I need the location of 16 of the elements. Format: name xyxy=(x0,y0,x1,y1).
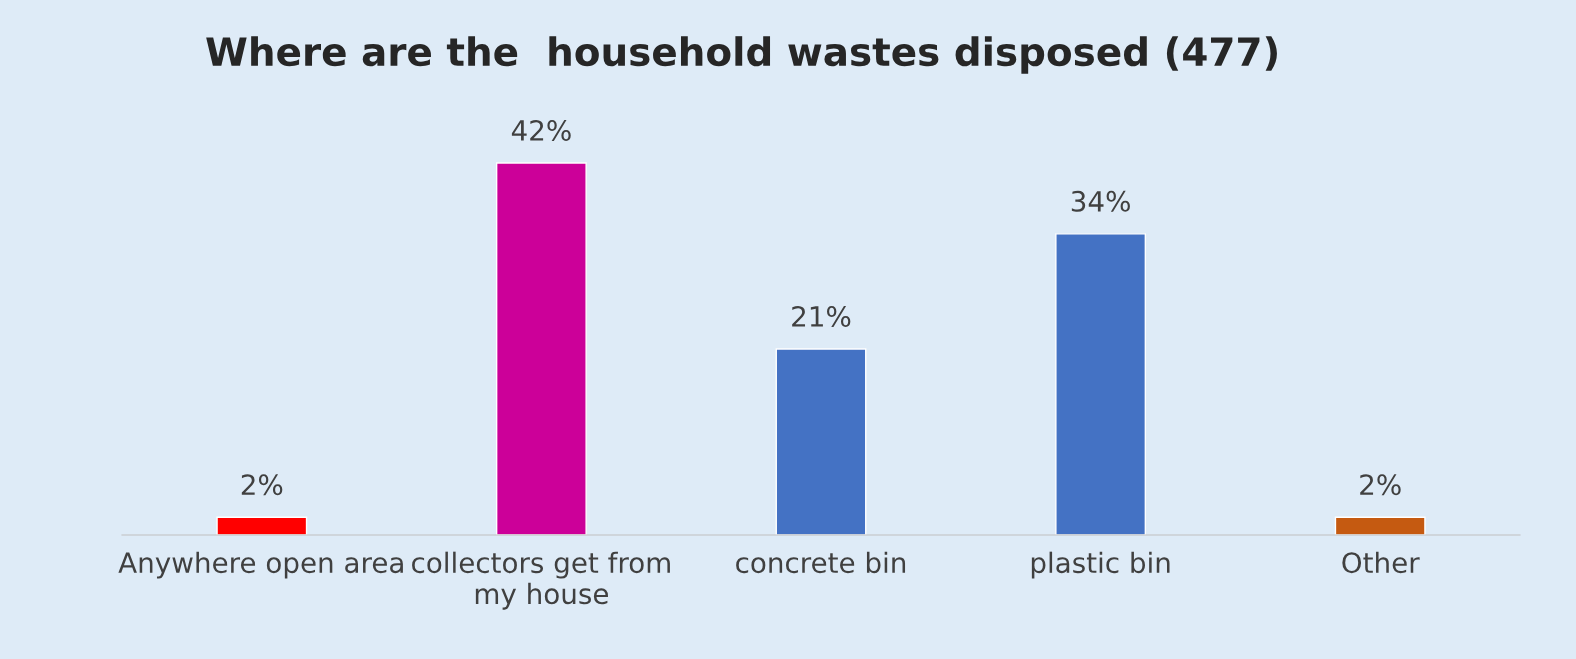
x-tick-label: concrete bin xyxy=(736,551,906,574)
x-tick-label: Anywhere open area xyxy=(118,551,403,579)
bar xyxy=(495,162,587,535)
data-label: 2% xyxy=(241,474,283,496)
x-tick-label: collectors get from my house xyxy=(412,551,670,610)
x-tick-label: Other xyxy=(1342,551,1420,574)
chart-title: Where are the household wastes disposed (477) xyxy=(206,36,1277,74)
x-tick-label: plastic bin xyxy=(1031,551,1170,579)
data-label: 2% xyxy=(1360,474,1401,496)
bar xyxy=(775,348,867,535)
data-label: 42% xyxy=(511,119,571,141)
data-label: 21% xyxy=(792,305,851,327)
bar xyxy=(1334,516,1426,535)
data-label: 34% xyxy=(1071,190,1130,212)
bar xyxy=(216,516,308,535)
bar xyxy=(1055,233,1147,535)
